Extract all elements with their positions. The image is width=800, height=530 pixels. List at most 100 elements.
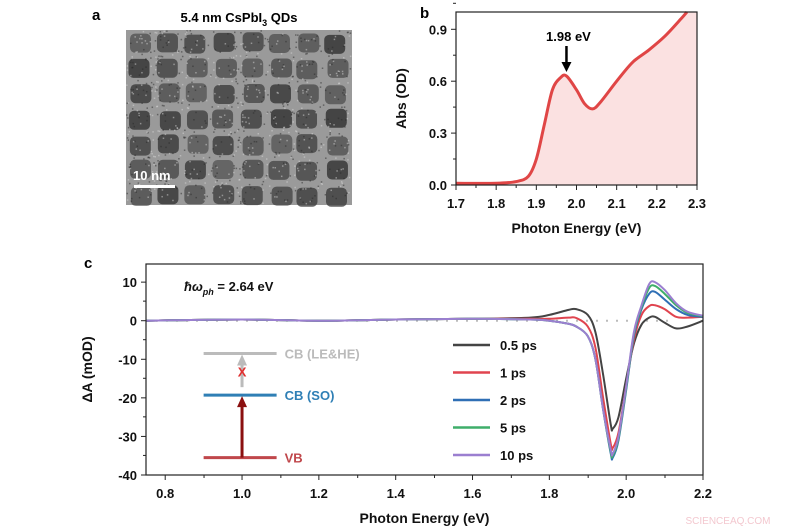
tem-noise	[261, 155, 264, 158]
tem-noise	[244, 84, 246, 86]
y-tick-label: -30	[118, 429, 137, 444]
tem-noise	[213, 185, 215, 188]
tem-noise	[339, 172, 342, 174]
tem-noise	[275, 193, 278, 195]
quantum-dot	[298, 33, 320, 53]
tem-noise	[321, 67, 324, 69]
tem-noise	[168, 84, 171, 86]
tem-noise	[126, 69, 129, 71]
tem-noise	[213, 69, 215, 71]
tem-noise	[249, 186, 252, 189]
tem-noise	[272, 119, 275, 122]
tem-noise	[134, 63, 137, 65]
tem-noise	[211, 106, 214, 108]
tem-noise	[169, 128, 171, 131]
tem-noise	[232, 56, 235, 59]
tem-noise	[316, 161, 319, 164]
legend-label: 5 ps	[500, 421, 526, 436]
tem-noise	[341, 135, 343, 137]
tem-noise	[132, 140, 135, 143]
tem-noise	[335, 177, 337, 179]
tem-noise	[146, 115, 149, 118]
tem-noise	[239, 55, 242, 57]
tem-noise	[146, 131, 148, 133]
tem-noise	[290, 156, 292, 159]
tem-noise	[155, 61, 158, 63]
tem-noise	[293, 112, 295, 115]
tem-noise	[199, 170, 202, 173]
tem-noise	[126, 114, 128, 116]
tem-noise	[300, 40, 303, 43]
tem-noise	[334, 96, 336, 98]
quantum-dot	[128, 58, 150, 78]
tem-noise	[205, 99, 208, 102]
tem-noise	[136, 145, 139, 148]
tem-noise	[178, 72, 181, 75]
tem-noise	[166, 44, 168, 46]
tem-noise	[275, 153, 278, 155]
tem-noise	[307, 126, 309, 129]
tem-noise	[174, 164, 176, 166]
tem-noise	[333, 124, 335, 126]
tem-noise	[204, 85, 206, 88]
tem-noise	[211, 167, 214, 169]
tem-noise	[310, 187, 312, 189]
tem-noise	[141, 102, 143, 105]
tem-noise	[256, 96, 258, 98]
tem-noise	[320, 181, 323, 183]
tem-noise	[155, 164, 157, 167]
tem-noise	[228, 133, 230, 136]
tem-noise	[168, 182, 170, 185]
tem-noise	[266, 111, 269, 114]
tem-noise	[219, 155, 221, 158]
tem-noise	[240, 32, 242, 34]
tem-noise	[282, 129, 285, 131]
tem-noise	[249, 165, 251, 168]
tem-noise	[251, 147, 254, 149]
x-tick-label: 1.8	[487, 196, 505, 211]
tem-noise	[223, 198, 226, 201]
tem-noise	[130, 58, 132, 61]
tem-noise	[155, 64, 157, 67]
tem-noise	[144, 40, 147, 42]
tem-noise	[149, 193, 152, 196]
tem-noise	[153, 50, 156, 52]
tem-noise	[138, 196, 141, 199]
tem-noise	[216, 166, 218, 169]
tem-noise	[275, 43, 278, 45]
tem-noise	[248, 122, 250, 125]
tem-noise	[164, 133, 167, 136]
tem-noise	[126, 65, 129, 67]
tem-noise	[184, 129, 186, 132]
tem-noise	[189, 160, 191, 163]
legend-label: 0.5 ps	[500, 338, 537, 353]
tem-noise	[168, 41, 170, 43]
quantum-dot	[326, 160, 348, 180]
tem-noise	[167, 183, 170, 186]
tem-noise	[292, 158, 294, 161]
tem-noise	[140, 188, 143, 191]
tem-noise	[297, 90, 299, 93]
quantum-dot	[324, 34, 346, 54]
tem-noise	[234, 31, 236, 34]
absorption-fill	[456, 12, 697, 185]
tem-noise	[338, 71, 340, 74]
tem-noise	[190, 32, 193, 35]
tem-noise	[145, 94, 147, 97]
tem-noise	[152, 139, 155, 141]
tem-noise	[319, 86, 322, 88]
tem-noise	[126, 199, 129, 201]
quantum-dot	[297, 84, 319, 104]
tem-noise	[242, 42, 244, 45]
tem-noise	[329, 131, 331, 134]
tem-noise	[264, 177, 267, 180]
tem-noise	[164, 114, 167, 117]
tem-noise	[205, 122, 207, 124]
tem-noise	[160, 55, 162, 58]
tem-noise	[138, 74, 141, 76]
tem-noise	[282, 105, 285, 107]
tem-noise	[177, 33, 179, 35]
tem-noise	[200, 34, 202, 37]
tem-noise	[160, 145, 162, 148]
tem-noise	[311, 133, 314, 135]
